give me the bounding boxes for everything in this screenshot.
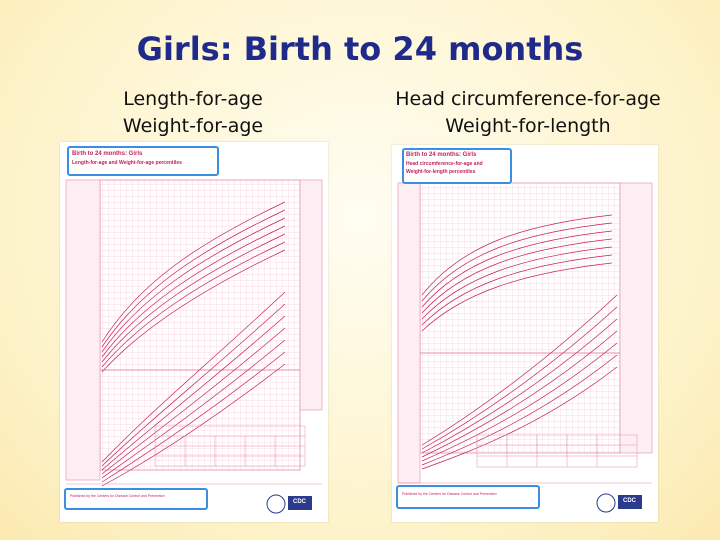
left-logo-text: CDC (293, 499, 306, 505)
left-caption-highlight (67, 146, 219, 176)
left-subtitle-line-1: Length-for-age (123, 88, 263, 110)
right-growth-chart-image: Birth to 24 months: Girls Head circumfer… (392, 145, 658, 522)
right-caption-line-3: Weight-for-length percentiles (406, 169, 476, 175)
head-percentile-curves (421, 214, 613, 332)
record-table (154, 425, 306, 467)
cdc-logo-left (266, 494, 312, 514)
left-subtitle-line-2: Weight-for-age (122, 115, 264, 137)
slide-title: Girls: Birth to 24 months (136, 30, 584, 68)
left-growth-chart-image: Birth to 24 months: Girls Length-for-age… (60, 142, 328, 522)
left-footer-text: Published by the Centers for Disease Con… (70, 494, 165, 498)
left-subtitle: Length-for-age Weight-for-age (100, 86, 286, 140)
right-footer-highlight (396, 485, 540, 509)
left-footer-highlight (64, 488, 208, 510)
cdc-logo-right (596, 493, 642, 513)
head-circumference-grid (419, 182, 621, 354)
right-chart-graphic (397, 182, 653, 513)
right-footer-text: Published by the Centers for Disease Con… (402, 492, 497, 496)
weight-grid (99, 369, 301, 471)
left-chart-graphic (65, 179, 323, 514)
weight-percentile-curves (101, 291, 286, 487)
length-percentile-curves (101, 201, 286, 373)
right-subtitle-line-2: Weight-for-length (445, 115, 611, 137)
weight-for-length-curves (421, 294, 618, 470)
record-table-right (476, 434, 638, 468)
left-caption-line-1: Birth to 24 months: Girls (72, 151, 143, 157)
right-caption-highlight (402, 148, 512, 184)
right-caption-line-1: Birth to 24 months: Girls (406, 152, 477, 158)
left-caption-line-2: Length-for-age and Weight-for-age percen… (72, 160, 182, 166)
right-logo-text: CDC (623, 498, 636, 504)
right-caption-line-2: Head circumference-for-age and (406, 161, 483, 167)
right-subtitle: Head circumference-for-age Weight-for-le… (380, 86, 676, 140)
right-subtitle-line-1: Head circumference-for-age (395, 88, 661, 110)
length-grid (99, 179, 301, 371)
